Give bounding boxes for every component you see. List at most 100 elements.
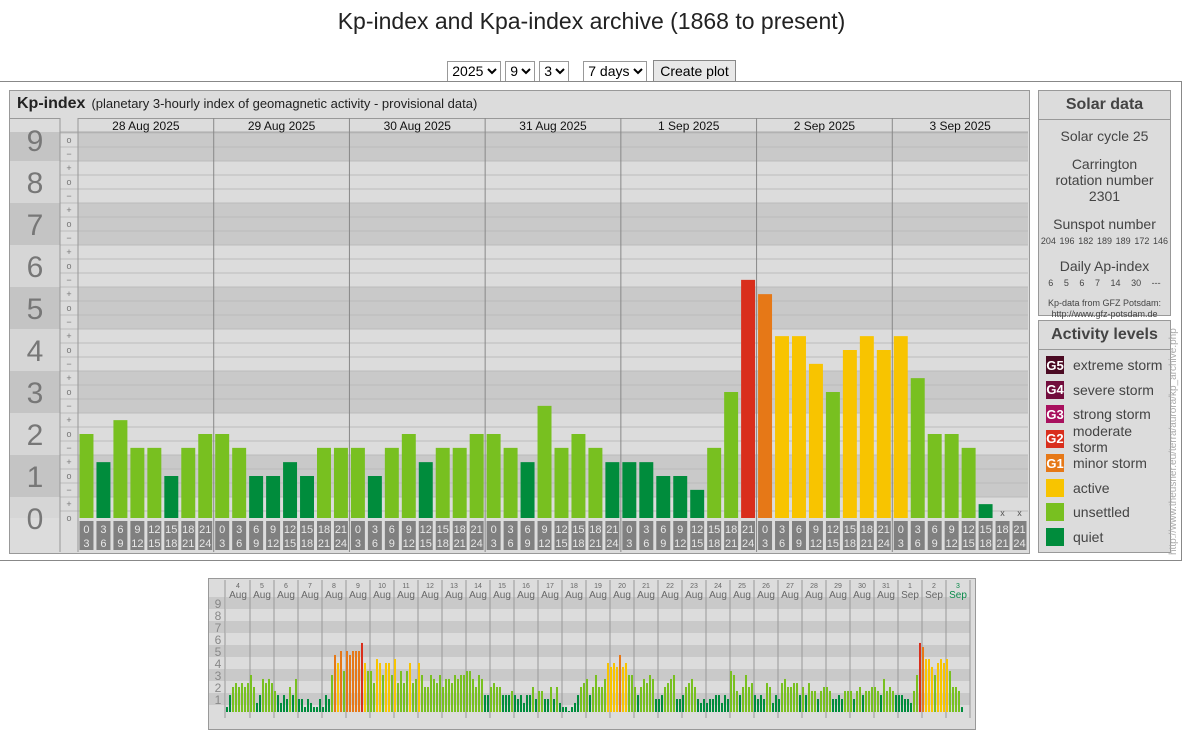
- interval-start: 21: [335, 524, 347, 536]
- legend-item: unsettled: [1039, 500, 1170, 525]
- interval-box: [808, 521, 823, 550]
- overview-bar: [454, 675, 456, 712]
- overview-bar: [391, 675, 393, 712]
- overview-bar: [346, 651, 348, 712]
- overview-bar: [277, 695, 279, 712]
- interval-end: 3: [219, 538, 225, 550]
- overview-bar: [733, 675, 735, 712]
- overview-bar: [643, 678, 645, 712]
- y-tick-label: 1: [27, 461, 44, 494]
- overview-bar: [916, 675, 918, 712]
- overview-month: Aug: [877, 590, 895, 601]
- kp-bar: [876, 350, 891, 518]
- overview-bar: [658, 699, 660, 712]
- interval-end: 6: [236, 538, 242, 550]
- interval-start: 15: [165, 524, 177, 536]
- overview-bar: [355, 651, 357, 712]
- overview-day-number: 3: [956, 583, 960, 590]
- legend-item: G2 moderate storm: [1039, 423, 1170, 455]
- interval-start: 6: [253, 524, 259, 536]
- overview-month: Aug: [781, 590, 799, 601]
- legend-item: G3 strong storm: [1039, 402, 1170, 427]
- interval-end: 24: [878, 538, 890, 550]
- interval-box: [792, 521, 806, 550]
- overview-bar: [349, 654, 351, 712]
- overview-bar: [535, 699, 537, 712]
- sign-label: +: [66, 163, 71, 173]
- overview-bar: [700, 702, 702, 712]
- legend-label: quiet: [1073, 528, 1104, 545]
- sign-label: o: [66, 261, 71, 271]
- overview-month: Aug: [805, 590, 823, 601]
- kp-bar: [79, 434, 94, 518]
- overview-day-number: 18: [570, 583, 578, 590]
- overview-bar: [787, 687, 789, 712]
- legend-swatch: G3: [1046, 405, 1064, 424]
- overview-bar: [889, 687, 891, 712]
- overview-bar: [727, 699, 729, 712]
- overview-month: Aug: [253, 590, 271, 601]
- overview-bar: [496, 687, 498, 712]
- sign-label: o: [66, 429, 71, 439]
- kp-bar: [249, 476, 264, 518]
- interval-start: 21: [606, 524, 618, 536]
- overview-day-number: 9: [356, 583, 360, 590]
- interval-start: 15: [979, 524, 991, 536]
- overview-bar: [814, 690, 816, 712]
- legend-label: minor storm: [1073, 455, 1147, 472]
- overview-bar: [466, 671, 468, 712]
- overview-month: Aug: [829, 590, 847, 601]
- interval-box: [198, 521, 213, 550]
- overview-month: Aug: [685, 590, 703, 601]
- y-tick-label: 6: [27, 251, 44, 284]
- kp-bar: [486, 434, 501, 518]
- overview-bar: [871, 687, 873, 712]
- overview-bar: [745, 675, 747, 712]
- sign-label: −: [66, 233, 71, 243]
- y-axis-cell: [10, 371, 60, 413]
- interval-start: 12: [148, 524, 160, 536]
- overview-bar: [799, 695, 801, 712]
- month-select[interactable]: 9: [505, 60, 536, 82]
- interval-box: [927, 521, 942, 550]
- overview-bar: [418, 663, 420, 712]
- interval-box: [707, 521, 722, 550]
- overview-bar: [619, 654, 621, 712]
- interval-end: 24: [199, 538, 211, 550]
- overview-bar: [784, 678, 786, 712]
- interval-end: 21: [725, 538, 737, 550]
- kp-bar: [350, 447, 365, 518]
- overview-bar: [613, 663, 615, 712]
- overview-month: Aug: [325, 590, 343, 601]
- interval-box: [317, 521, 331, 550]
- solar-cycle: Solar cycle 25: [1060, 128, 1149, 144]
- overview-month: Aug: [637, 590, 655, 601]
- overview-day-number: 29: [834, 583, 842, 590]
- source-link[interactable]: http://www.gfz-potsdam.de: [1051, 309, 1158, 319]
- legend-item: G4 severe storm: [1039, 378, 1170, 403]
- overview-bar: [502, 695, 504, 712]
- overview-bar: [526, 695, 528, 712]
- legend-label: extreme storm: [1073, 357, 1163, 374]
- interval-box: [588, 521, 603, 550]
- overview-bar: [730, 671, 732, 712]
- interval-box: [520, 521, 535, 550]
- year-select[interactable]: 2025: [447, 60, 502, 82]
- overview-bar: [616, 666, 618, 712]
- interval-start: 18: [725, 524, 737, 536]
- overview-y-tick: 3: [215, 669, 222, 683]
- kp-bar: [283, 462, 298, 518]
- overview-bar: [358, 651, 360, 712]
- y-axis-cell: [10, 497, 60, 518]
- overview-bar: [250, 675, 252, 712]
- overview-bar: [280, 702, 282, 712]
- overview-band: [226, 657, 970, 669]
- legend-swatch: [1046, 478, 1064, 497]
- sign-label: o: [66, 135, 71, 145]
- kp-bar: [215, 434, 230, 518]
- overview-bar: [649, 675, 651, 712]
- overview-bar: [304, 707, 306, 712]
- overview-bar: [295, 678, 297, 712]
- interval-start: 15: [844, 524, 856, 536]
- sign-label: o: [66, 177, 71, 187]
